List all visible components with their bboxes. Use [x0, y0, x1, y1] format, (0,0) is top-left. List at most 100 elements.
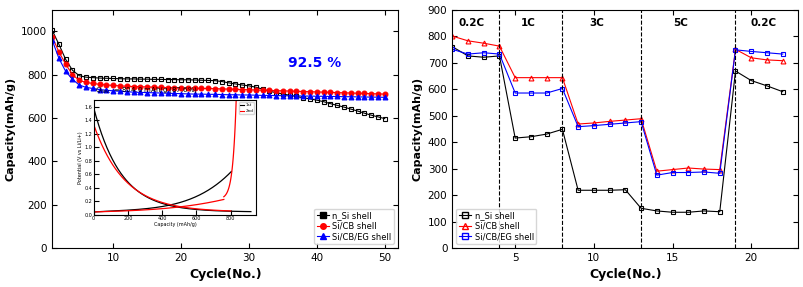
n_Si shell	[67, 69, 77, 72]
n_Si shell	[278, 92, 287, 96]
Si/CB/EG shell	[136, 91, 145, 94]
Si/CB/EG shell	[47, 38, 57, 42]
Si/CB shell	[494, 44, 503, 48]
Text: 92.5 %: 92.5 %	[287, 56, 340, 70]
Si/CB/EG shell	[88, 87, 97, 90]
Si/CB/EG shell	[244, 93, 254, 97]
Si/CB shell	[332, 91, 341, 94]
n_Si shell	[635, 207, 645, 210]
Line: Si/CB shell: Si/CB shell	[50, 34, 387, 96]
Si/CB/EG shell	[667, 171, 677, 174]
n_Si shell	[122, 77, 132, 81]
n_Si shell	[339, 105, 349, 109]
n_Si shell	[777, 90, 787, 93]
Si/CB/EG shell	[373, 95, 382, 99]
n_Si shell	[169, 78, 179, 81]
Si/CB/EG shell	[291, 94, 301, 98]
Text: 5C: 5C	[672, 18, 687, 28]
Si/CB/EG shell	[251, 94, 260, 97]
n_Si shell	[730, 69, 740, 73]
n_Si shell	[203, 79, 213, 82]
n_Si shell	[217, 80, 226, 83]
Si/CB shell	[373, 92, 382, 96]
Si/CB shell	[230, 88, 240, 91]
Si/CB/EG shell	[777, 52, 787, 56]
Text: 1C: 1C	[520, 18, 535, 28]
Si/CB shell	[589, 121, 598, 125]
Si/CB/EG shell	[210, 93, 219, 96]
Si/CB shell	[359, 92, 369, 95]
Si/CB shell	[244, 88, 254, 92]
Si/CB shell	[162, 86, 172, 89]
Si/CB/EG shell	[635, 120, 645, 123]
n_Si shell	[156, 78, 165, 81]
Si/CB shell	[95, 83, 104, 86]
Si/CB/EG shell	[258, 94, 267, 97]
n_Si shell	[380, 117, 389, 120]
Si/CB shell	[525, 76, 535, 79]
Si/CB/EG shell	[149, 91, 158, 94]
Si/CB/EG shell	[353, 95, 362, 99]
Si/CB shell	[67, 73, 77, 76]
Si/CB/EG shell	[604, 123, 613, 126]
n_Si shell	[699, 209, 708, 213]
n_Si shell	[556, 128, 566, 131]
Si/CB/EG shell	[651, 173, 661, 177]
Si/CB/EG shell	[197, 92, 206, 96]
Si/CB/EG shell	[156, 91, 165, 95]
n_Si shell	[298, 96, 308, 100]
Si/CB/EG shell	[589, 124, 598, 127]
Si/CB/EG shell	[494, 52, 503, 56]
n_Si shell	[75, 74, 84, 77]
Legend: n_Si shell, Si/CB shell, Si/CB/EG shell: n_Si shell, Si/CB shell, Si/CB/EG shell	[456, 209, 536, 244]
Si/CB shell	[312, 90, 321, 94]
Si/CB shell	[510, 76, 520, 79]
Si/CB shell	[128, 85, 138, 88]
n_Si shell	[210, 79, 219, 82]
n_Si shell	[108, 77, 118, 80]
Line: Si/CB/EG shell: Si/CB/EG shell	[449, 47, 785, 178]
Si/CB shell	[210, 87, 219, 90]
Si/CB shell	[446, 34, 456, 38]
n_Si shell	[162, 78, 172, 81]
Text: $Q_{irr.}$ = 114.3 mAh/g (12.4%): $Q_{irr.}$ = 114.3 mAh/g (12.4%)	[96, 100, 196, 110]
Si/CB/EG shell	[115, 90, 124, 93]
Si/CB shell	[88, 82, 97, 85]
Si/CB/EG shell	[169, 92, 179, 95]
Si/CB/EG shell	[108, 89, 118, 93]
Si/CB/EG shell	[305, 94, 315, 98]
n_Si shell	[463, 54, 472, 58]
n_Si shell	[95, 76, 104, 80]
Text: 3C: 3C	[589, 18, 604, 28]
Si/CB/EG shell	[223, 93, 233, 96]
Si/CB shell	[108, 84, 118, 87]
Si/CB shell	[284, 89, 294, 93]
Si/CB shell	[730, 48, 740, 51]
Si/CB/EG shell	[81, 86, 91, 89]
Si/CB/EG shell	[278, 94, 287, 97]
Si/CB/EG shell	[271, 94, 280, 97]
Si/CB shell	[75, 79, 84, 82]
Si/CB shell	[353, 92, 362, 95]
Si/CB/EG shell	[54, 57, 63, 60]
n_Si shell	[683, 211, 692, 214]
n_Si shell	[81, 75, 91, 79]
n_Si shell	[264, 90, 274, 93]
Legend: n_Si shell, Si/CB shell, Si/CB/EG shell: n_Si shell, Si/CB shell, Si/CB/EG shell	[314, 209, 393, 244]
n_Si shell	[271, 91, 280, 94]
Si/CB/EG shell	[620, 121, 630, 125]
Si/CB/EG shell	[332, 95, 341, 98]
X-axis label: Cycle(No.): Cycle(No.)	[189, 268, 261, 282]
Si/CB shell	[54, 50, 63, 54]
Si/CB shell	[298, 90, 308, 93]
Si/CB shell	[223, 88, 233, 91]
Si/CB/EG shell	[190, 92, 199, 96]
n_Si shell	[183, 78, 193, 82]
n_Si shell	[142, 77, 152, 81]
Si/CB/EG shell	[122, 90, 132, 94]
n_Si shell	[54, 42, 63, 46]
Si/CB shell	[169, 86, 179, 90]
Si/CB/EG shell	[75, 83, 84, 87]
Si/CB/EG shell	[359, 95, 369, 99]
Si/CB shell	[190, 86, 199, 90]
